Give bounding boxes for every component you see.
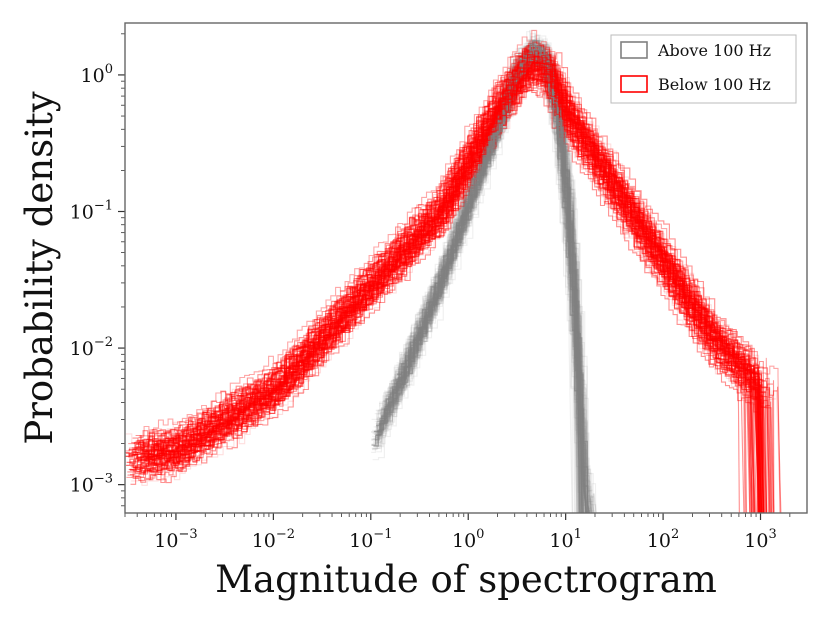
series-1-trace [143,62,760,513]
x-tick-label: 101 [549,527,581,552]
legend-label-below-100hz: Below 100 Hz [658,75,771,94]
series-1-trace [125,55,762,513]
series-1-trace [138,42,773,513]
series-1-trace [138,42,773,513]
series-0-trace [398,50,578,513]
series-1-trace [138,42,773,513]
series-1-trace [125,42,761,513]
series-1-trace [133,52,760,513]
y-axis-ticks: 10−3 10−2 10−1 100 [70,33,125,507]
plot-area [125,23,807,513]
y-tick-label: 10−3 [70,472,113,497]
plot-frame [124,22,808,514]
series-1-trace [139,29,770,513]
series-1-trace [129,73,760,513]
series-1-trace [139,29,770,513]
y-tick-label: 10−1 [70,198,113,223]
series-0-trace [387,45,588,513]
series-1-trace [139,29,770,513]
series-1-trace [126,67,755,513]
series-1-trace [126,62,766,513]
series-1-trace [133,52,760,513]
series-1-trace [131,87,752,513]
legend-swatch-above-100hz [620,41,648,59]
series-1-trace [133,52,760,513]
series-1-trace [138,42,773,513]
series-1-trace [133,52,760,513]
y-tick-label: 10−2 [70,335,113,360]
y-tick-label: 100 [81,62,113,87]
legend-label-above-100hz: Above 100 Hz [657,41,771,60]
x-axis-ticks: 10−3 10−2 10−1 100 101 102 103 [124,513,791,552]
x-tick-label: 10−2 [252,527,295,552]
x-tick-label: 10−1 [349,527,392,552]
x-tick-label: 10−3 [154,527,197,552]
legend-swatch-below-100hz [620,75,648,93]
series-0-trace [372,69,576,513]
y-axis-title: Probability density [18,91,61,444]
legend: Above 100 Hz Below 100 Hz [610,34,797,104]
x-tick-label: 102 [647,527,679,552]
x-axis-title: Magnitude of spectrogram [215,558,717,601]
x-tick-label: 100 [452,527,484,552]
histogram-curves [125,29,782,513]
x-tick-label: 103 [744,527,776,552]
